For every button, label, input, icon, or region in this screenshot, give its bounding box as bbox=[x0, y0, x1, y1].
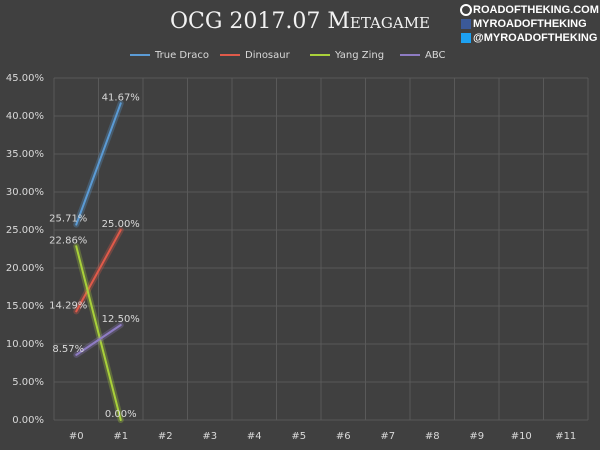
series-line bbox=[75, 245, 122, 421]
data-label: 14.29% bbox=[49, 300, 87, 311]
y-tick-label: 25.00% bbox=[6, 225, 44, 236]
logo-icon bbox=[460, 4, 472, 16]
data-label: 12.50% bbox=[102, 314, 140, 325]
x-tick-label: #5 bbox=[291, 431, 306, 442]
watermark: MYROADOFTHEKING bbox=[473, 18, 587, 30]
data-label: 41.67% bbox=[102, 92, 140, 103]
x-tick-label: #2 bbox=[158, 431, 173, 442]
x-tick-label: #11 bbox=[555, 431, 576, 442]
x-tick-label: #7 bbox=[380, 431, 395, 442]
y-tick-label: 5.00% bbox=[12, 377, 44, 388]
x-tick-label: #9 bbox=[469, 431, 484, 442]
y-tick-label: 0.00% bbox=[12, 415, 44, 426]
legend-label: True Draco bbox=[154, 50, 209, 61]
facebook-icon bbox=[461, 19, 471, 29]
series-line bbox=[75, 102, 122, 226]
legend-label: ABC bbox=[425, 50, 446, 61]
legend-label: Dinosaur bbox=[245, 50, 291, 61]
x-tick-label: #8 bbox=[425, 431, 440, 442]
data-label: 8.57% bbox=[52, 344, 84, 355]
x-tick-label: #1 bbox=[113, 431, 128, 442]
data-label: 0.00% bbox=[105, 409, 137, 420]
x-tick-label: #4 bbox=[247, 431, 262, 442]
x-tick-label: #3 bbox=[202, 431, 217, 442]
x-tick-label: #6 bbox=[336, 431, 351, 442]
y-tick-label: 40.00% bbox=[6, 111, 44, 122]
y-tick-label: 35.00% bbox=[6, 149, 44, 160]
y-tick-label: 10.00% bbox=[6, 339, 44, 350]
x-tick-label: #0 bbox=[69, 431, 84, 442]
data-label: 25.71% bbox=[49, 214, 87, 225]
chart-title: OCG 2017.07 Metagame bbox=[170, 9, 430, 34]
legend-label: Yang Zing bbox=[334, 50, 384, 61]
data-label: 22.86% bbox=[49, 235, 87, 246]
y-tick-label: 15.00% bbox=[6, 301, 44, 312]
y-tick-label: 45.00% bbox=[6, 73, 44, 84]
twitter-icon bbox=[461, 33, 471, 43]
x-tick-label: #10 bbox=[511, 431, 532, 442]
watermark: @MYROADOFTHEKING bbox=[473, 32, 597, 44]
y-tick-label: 30.00% bbox=[6, 187, 44, 198]
series-line bbox=[75, 229, 122, 313]
watermark: ROADOFTHEKING.COM bbox=[473, 4, 599, 16]
data-label: 25.00% bbox=[102, 219, 140, 230]
y-tick-label: 20.00% bbox=[6, 263, 44, 274]
series-line bbox=[75, 324, 122, 356]
